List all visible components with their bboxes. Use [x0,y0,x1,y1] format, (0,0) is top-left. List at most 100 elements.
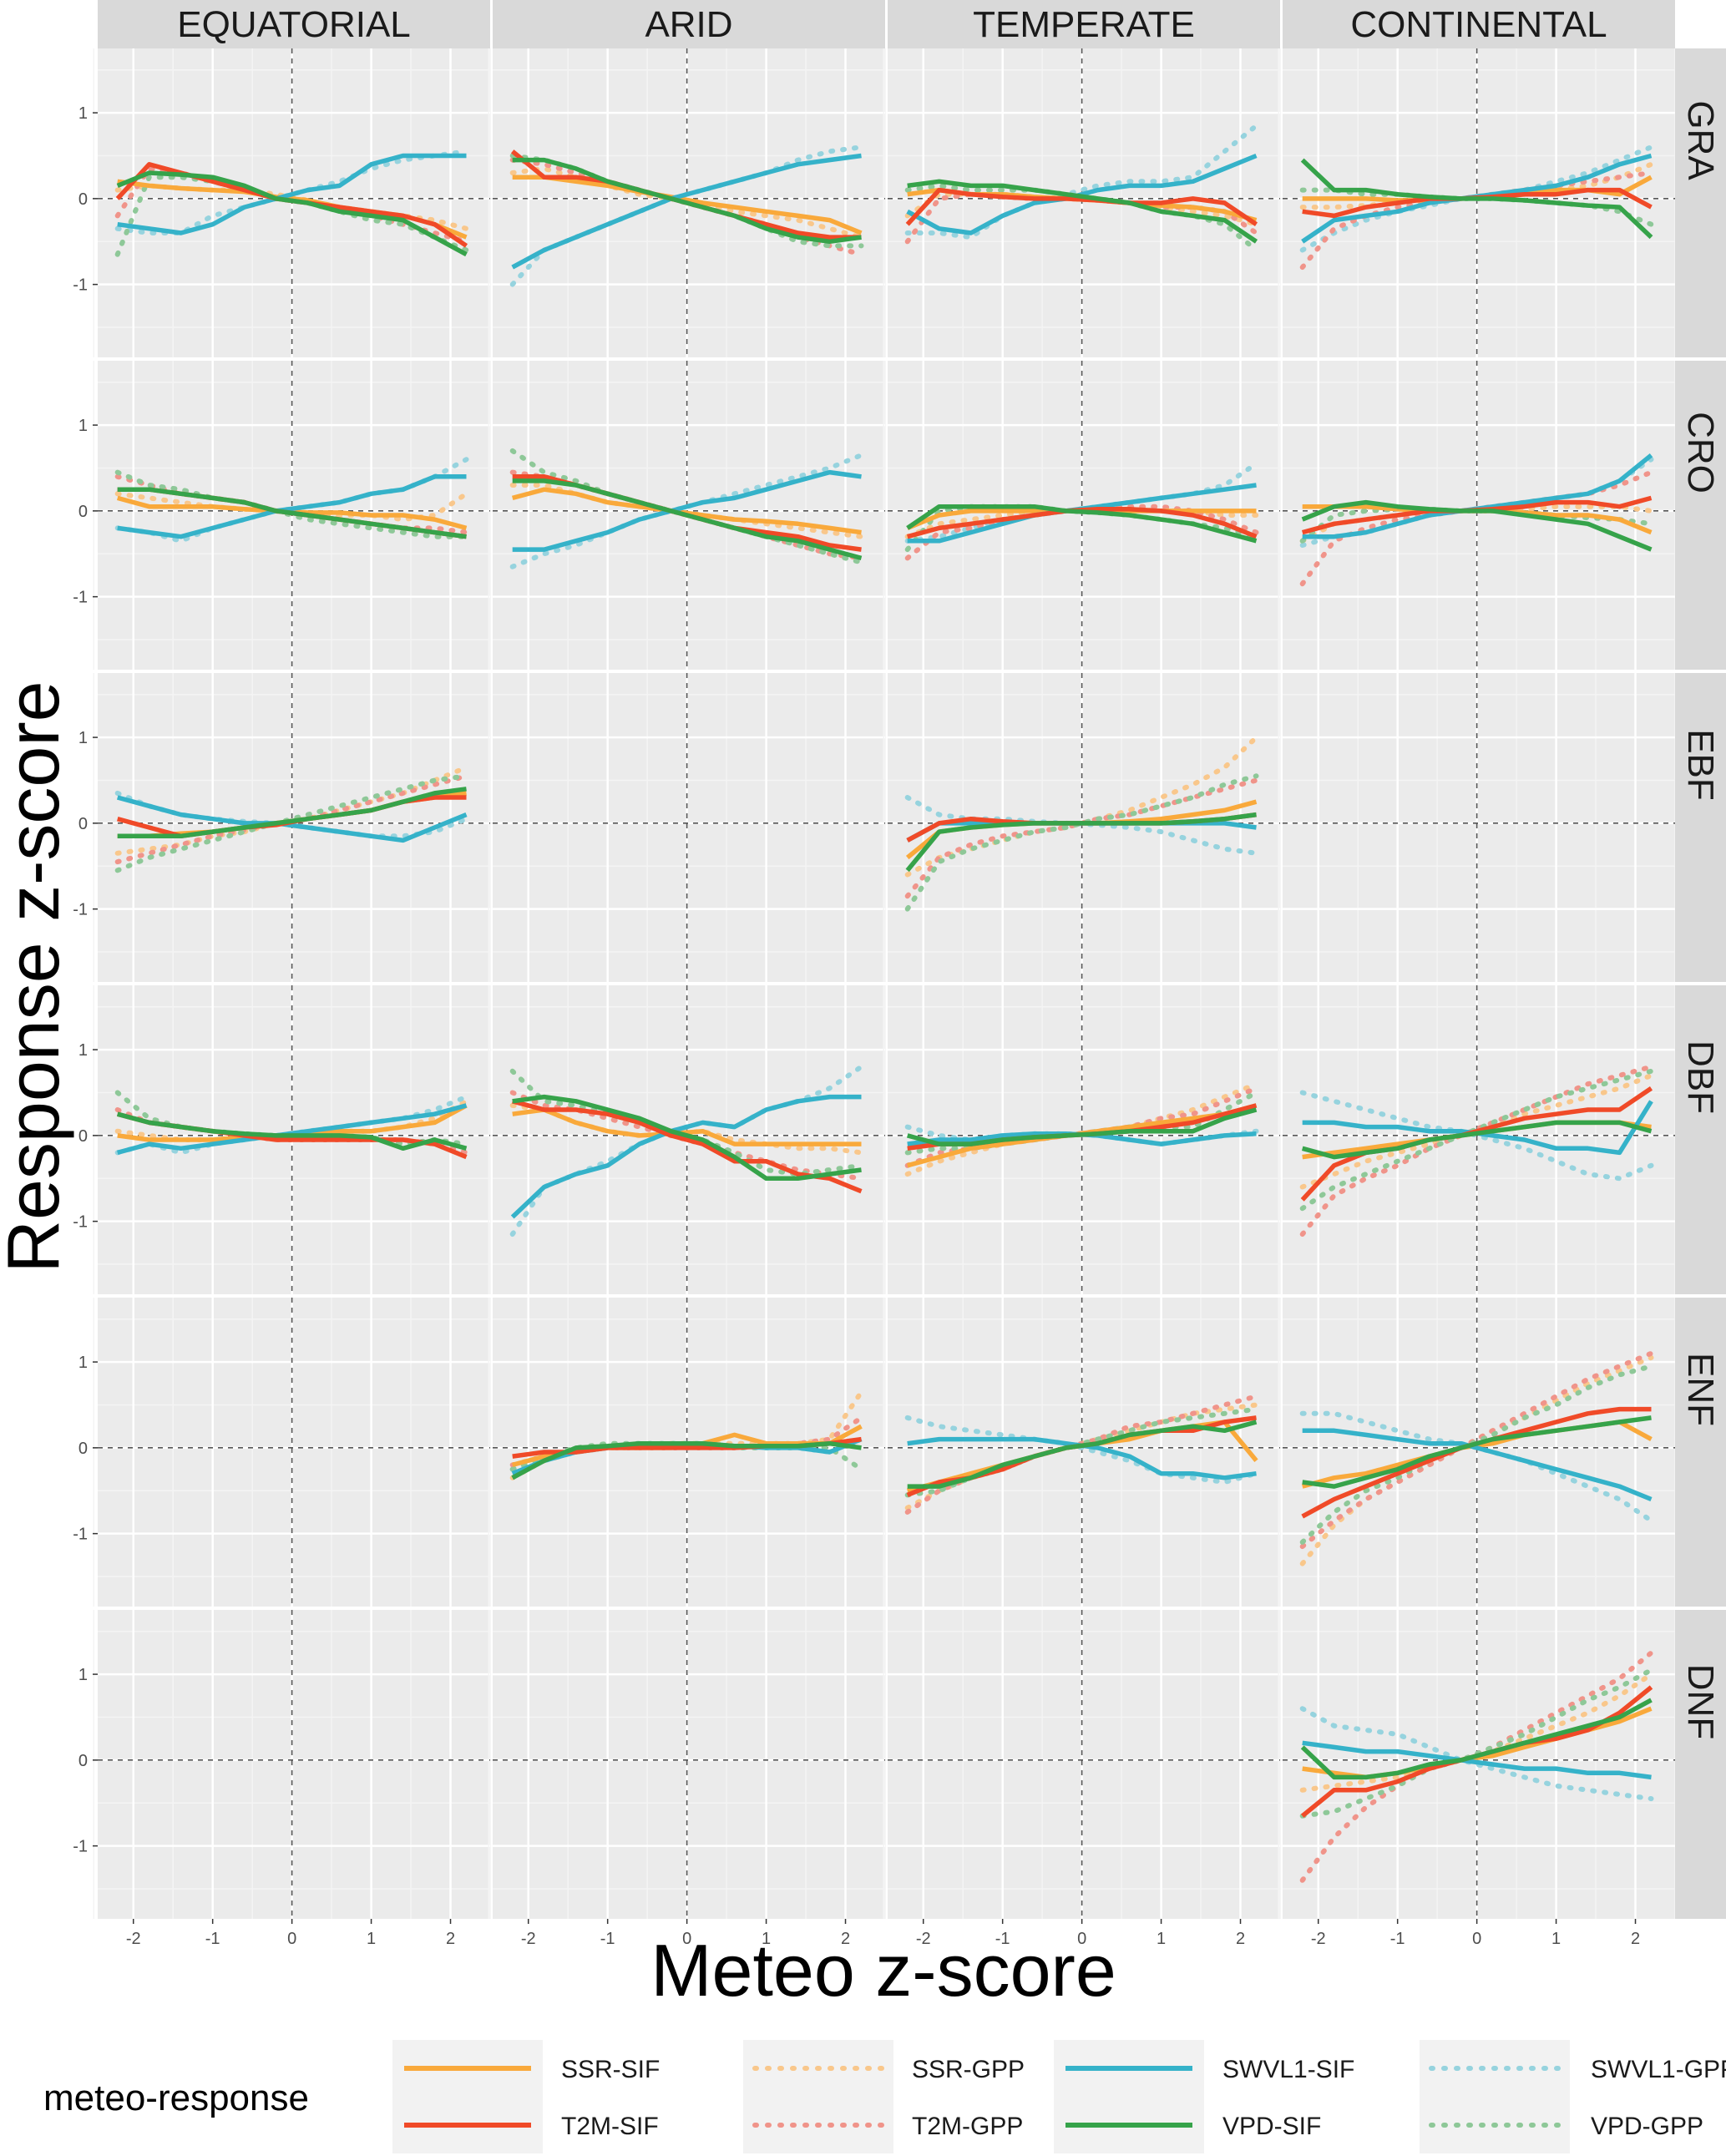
strip-equatorial [98,0,490,48]
y-tick-label: 0 [78,190,88,209]
y-tick-label: 1 [78,104,88,123]
panel-ebf-continental [1278,673,1676,982]
legend-item-t2m-gpp: T2M-GPP [743,2097,1023,2153]
line-vpd-gpp-ebf-equatorial [114,773,469,873]
line-vpd-sif-gra-arid [512,157,862,245]
panel-cro-arid [488,361,886,670]
facet-strips: EQUATORIAL ARID TEMPERATE CONTINENTAL GRA CRO… [98,0,1726,1919]
y-tick-label: -1 [73,276,88,295]
legend-item-vpd-gpp: VPD-GPP [1420,2097,1703,2153]
line-t2m-sif-dbf-arid [511,1099,863,1194]
line-swvl1-sif-gra-equatorial [117,153,467,235]
y-tick-label: 1 [78,1666,88,1684]
panel-ebf-equatorial [93,673,491,982]
line-vpd-sif-gra-continental [1300,158,1653,240]
strip-label-gra: GRA [1680,100,1721,180]
line-swvl1-gpp-dbf-continental [1299,1090,1654,1182]
strip-dbf [1675,985,1726,1294]
panel-grid [93,48,1676,1919]
legend-label: T2M-GPP [912,2113,1023,2140]
x-axis-title: Meteo z-score [650,1929,1116,2012]
y-tick-label: -1 [73,1526,88,1544]
legend-label: VPD-GPP [1591,2113,1703,2140]
line-vpd-sif-enf-arid [511,1440,862,1480]
legend-item-t2m-sif: T2M-SIF [392,2097,659,2153]
line-swvl1-gpp-gra-temperate [904,123,1259,240]
line-vpd-sif-cro-temperate [906,504,1258,544]
y-tick-label: 0 [78,1127,88,1146]
x-tick-label: 1 [1157,1930,1166,1948]
line-vpd-sif-cro-equatorial [117,487,467,539]
line-ssr-gpp-dbf-temperate [904,1081,1259,1177]
line-vpd-sif-gra-equatorial [116,170,468,257]
strip-label-cro: CRO [1680,412,1721,493]
legend-keys: SSR-SIF T2M-SIF SSR-GPP T2M-GPP SWVL1-SIF VPD… [392,2040,1726,2153]
strip-enf [1675,1298,1726,1607]
axis-ticks: -1 0 1 -1 0 1 -1 0 1 -1 0 1 -1 0 1 -1 0 1 -2 -1 0 1 2 -2 -1 0 1 2 -2… [73,104,1640,1948]
y-tick-label: 0 [78,815,88,833]
x-tick-label: -2 [521,1930,536,1948]
x-tick-label: 2 [1236,1930,1245,1948]
line-swvl1-sif-cro-arid [512,469,862,552]
legend-label: SSR-SIF [561,2056,660,2083]
x-tick-label: -1 [205,1930,220,1948]
strip-label-temperate: TEMPERATE [973,4,1195,45]
strip-arid [493,0,885,48]
panel-dnf-equatorial [93,1610,491,1919]
strip-ebf [1675,673,1726,982]
line-t2m-gpp-enf-continental [1299,1350,1654,1550]
line-swvl1-sif-dnf-continental [1302,1740,1652,1780]
y-tick-label: 1 [78,729,88,747]
line-vpd-sif-cro-continental [1301,499,1653,552]
line-vpd-sif-dbf-continental [1301,1120,1653,1160]
legend-label: SWVL1-GPP [1591,2056,1726,2083]
line-swvl1-sif-gra-arid [511,153,862,270]
x-tick-label: 1 [367,1930,376,1948]
x-tick-label: -1 [600,1930,615,1948]
y-tick-label: 0 [78,503,88,521]
legend-label: VPD-SIF [1222,2113,1321,2140]
panel-enf-equatorial [93,1298,491,1607]
strip-cro [1675,361,1726,670]
line-vpd-sif-ebf-temperate [905,812,1257,873]
x-tick-label: 0 [1077,1930,1086,1948]
legend-label: SWVL1-SIF [1222,2056,1354,2083]
x-tick-label: 1 [762,1930,771,1948]
x-tick-label: 0 [682,1930,691,1948]
line-ssr-gpp-cro-continental [1299,504,1654,544]
line-swvl1-sif-ebf-equatorial [116,795,468,843]
legend-item-ssr-gpp: SSR-GPP [743,2040,1025,2097]
line-ssr-sif-dbf-arid [512,1107,862,1146]
line-vpd-sif-dbf-equatorial [116,1111,468,1151]
x-tick-label: -2 [1311,1930,1326,1948]
legend: meteo-response SSR-SIF T2M-SIF SSR-GPP T2M-… [43,2040,1726,2153]
line-swvl1-gpp-gra-continental [1299,144,1654,253]
x-tick-label: -1 [1390,1930,1405,1948]
panel-cro-continental [1278,361,1676,670]
panel-ebf-temperate [883,673,1281,982]
line-vpd-sif-enf-temperate [907,1420,1258,1489]
legend-label: T2M-SIF [561,2113,659,2140]
x-tick-label: -2 [916,1930,931,1948]
strip-label-enf: ENF [1680,1353,1721,1426]
x-tick-label: 2 [1631,1930,1640,1948]
strip-temperate [888,0,1280,48]
y-tick-label: -1 [73,901,88,919]
x-tick-label: 0 [1472,1930,1481,1948]
strip-label-ebf: EBF [1680,729,1721,801]
y-tick-label: -1 [73,589,88,607]
panel-enf-continental [1278,1298,1676,1607]
legend-item-swvl1-gpp: SWVL1-GPP [1420,2040,1726,2097]
line-t2m-gpp-dbf-continental [1299,1064,1654,1237]
strip-label-dbf: DBF [1680,1040,1721,1114]
panel-dnf-temperate [883,1610,1281,1919]
series-lines [114,123,1654,1883]
y-tick-label: 1 [78,417,88,435]
strip-gra [1675,48,1726,357]
line-vpd-sif-cro-arid [512,478,863,561]
panel-gra-equatorial [93,48,491,357]
line-swvl1-gpp-cro-equatorial [114,457,469,544]
strip-label-continental: CONTINENTAL [1350,4,1607,45]
legend-item-vpd-sif: VPD-SIF [1054,2097,1321,2153]
line-vpd-gpp-dbf-continental [1299,1068,1654,1212]
